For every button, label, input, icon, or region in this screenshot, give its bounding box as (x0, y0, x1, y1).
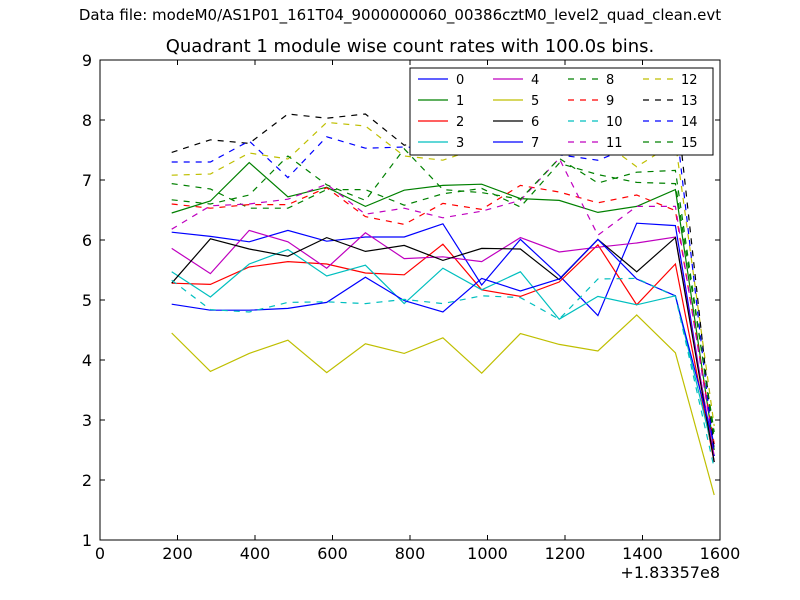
series-line-11 (171, 157, 715, 451)
y-tick-label: 8 (82, 111, 92, 130)
x-offset-label: +1.83357e8 (620, 563, 720, 582)
y-tick-label: 9 (82, 51, 92, 70)
series-line-2 (171, 243, 715, 463)
legend-label-8: 8 (606, 73, 614, 88)
y-tick-label: 2 (82, 471, 92, 490)
x-tick-label: 200 (162, 544, 193, 563)
y-tick-label: 7 (82, 171, 92, 190)
legend-label-10: 10 (606, 115, 623, 130)
series-lines (171, 93, 715, 496)
y-tick-label: 5 (82, 291, 92, 310)
legend-label-1: 1 (456, 94, 464, 109)
series-line-5 (171, 314, 715, 496)
series-line-7 (171, 238, 715, 445)
legend-label-12: 12 (681, 73, 698, 88)
y-tick-label: 4 (82, 351, 92, 370)
x-tick-label: 1400 (622, 544, 663, 563)
y-tick-label: 6 (82, 231, 92, 250)
x-tick-label: 400 (240, 544, 271, 563)
x-tick-label: 600 (317, 544, 348, 563)
chart-title: Quadrant 1 module wise count rates with … (165, 36, 655, 57)
series-line-14 (171, 117, 715, 457)
legend-label-3: 3 (456, 136, 464, 151)
legend-label-2: 2 (456, 115, 464, 130)
series-line-3 (171, 248, 715, 457)
legend-label-7: 7 (531, 136, 539, 151)
legend-label-9: 9 (606, 94, 614, 109)
series-line-15 (171, 147, 715, 439)
series-line-8 (171, 162, 715, 433)
x-tick-label: 0 (95, 544, 105, 563)
y-tick-label: 1 (82, 531, 92, 550)
x-tick-label: 1600 (700, 544, 741, 563)
legend-label-15: 15 (681, 136, 698, 151)
series-line-10 (171, 277, 715, 469)
chart-suptitle: Data file: modeM0/AS1P01_161T04_90000000… (78, 6, 722, 24)
legend-label-5: 5 (531, 94, 539, 109)
legend-label-4: 4 (531, 73, 539, 88)
x-tick-label: 1200 (545, 544, 586, 563)
legend-box (409, 67, 714, 156)
axis-ticks: 0 200 400 600 800 1000 1200 1400 1600123456789+1… (82, 51, 741, 582)
y-tick-label: 3 (82, 411, 92, 430)
x-tick-label: 1000 (467, 544, 508, 563)
series-line-9 (171, 184, 715, 445)
series-line-4 (171, 229, 715, 457)
series-line-6 (171, 236, 715, 463)
x-tick-label: 800 (395, 544, 426, 563)
legend-label-13: 13 (681, 94, 698, 109)
legend-label-0: 0 (456, 73, 464, 88)
series-line-0 (171, 222, 715, 463)
legend-label-14: 14 (681, 115, 698, 130)
series-line-1 (171, 161, 715, 451)
legend-label-6: 6 (531, 115, 539, 130)
series-line-12 (171, 121, 715, 427)
legend-label-11: 11 (606, 136, 623, 151)
